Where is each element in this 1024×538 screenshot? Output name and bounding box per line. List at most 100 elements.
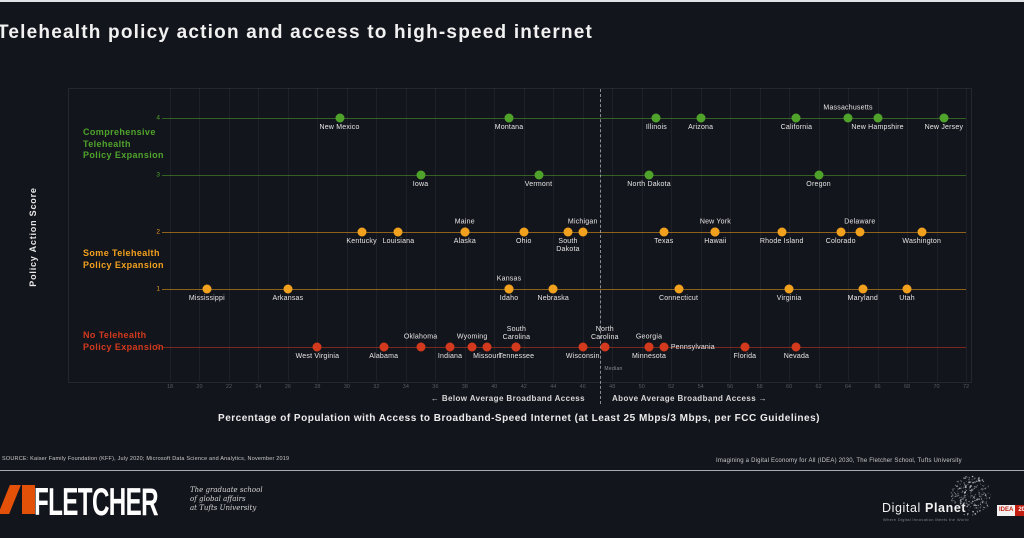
x-tick-label: 68 <box>903 384 911 390</box>
x-tick-label: 18 <box>166 384 174 390</box>
point-label: Alabama <box>369 353 399 360</box>
x-tick-label: 62 <box>815 384 822 390</box>
gridline <box>612 88 614 381</box>
gridline <box>759 88 761 381</box>
x-tick-label: 48 <box>609 384 616 390</box>
median-line <box>600 89 602 404</box>
data-point <box>659 227 669 237</box>
gridline <box>435 88 437 381</box>
data-point <box>578 342 588 352</box>
x-tick-label: 22 <box>225 384 233 390</box>
score-row-line <box>162 347 966 348</box>
score-row-line <box>162 118 966 119</box>
point-label: Hawaii <box>704 238 727 245</box>
data-point <box>416 342 426 352</box>
data-point <box>873 113 883 123</box>
point-label: South Dakota <box>556 238 580 253</box>
x-tick-label: 58 <box>756 384 763 390</box>
point-label: North Dakota <box>627 181 671 188</box>
point-label: Michigan <box>567 218 598 226</box>
group-label-line: Some Telehealth <box>83 248 160 258</box>
median-label: Median <box>604 366 623 372</box>
point-label: Mississippi <box>188 295 225 302</box>
x-tick-label: 52 <box>668 384 675 390</box>
point-label: Pennsylvania <box>670 344 715 351</box>
idea-2030-badge: IDEA 2030 <box>997 505 1024 516</box>
data-point <box>393 227 403 237</box>
data-point <box>416 170 426 180</box>
point-label: Nebraska <box>537 295 570 302</box>
gridline <box>405 88 407 381</box>
data-point <box>659 342 669 352</box>
data-point <box>511 342 521 352</box>
gridline <box>287 88 289 381</box>
data-point <box>674 284 684 294</box>
data-point <box>791 113 801 123</box>
point-label: Iowa <box>412 181 429 188</box>
gridline <box>730 88 732 381</box>
data-point <box>651 113 661 123</box>
point-label: Texas <box>654 238 674 245</box>
point-label: Florida <box>733 353 757 360</box>
point-label: Arizona <box>688 124 714 131</box>
gridline <box>700 88 702 381</box>
gridline <box>228 88 230 381</box>
point-label: California <box>780 124 813 131</box>
x-tick-label: 50 <box>638 384 645 390</box>
x-tick-label: 72 <box>962 384 970 390</box>
point-label: North Carolina <box>591 326 619 341</box>
idea-badge-left: IDEA <box>997 505 1016 516</box>
point-label: Massachusetts <box>823 104 873 112</box>
point-label: Kentucky <box>346 238 377 245</box>
x-tick-label: 56 <box>727 384 734 390</box>
point-label: Utah <box>899 295 915 302</box>
fletcher-tagline-line1: The graduate school <box>190 486 263 494</box>
digital-planet-logo-text: Digital Planet <box>882 501 967 515</box>
x-tick-label: 36 <box>432 384 439 390</box>
fletcher-tagline-line3: at Tufts University <box>190 504 257 512</box>
point-label: Wyoming <box>456 333 488 341</box>
point-label: Louisiana <box>382 238 415 245</box>
group-label-none: No Telehealth Policy Expansion <box>83 330 164 353</box>
point-label: Washington <box>902 238 942 245</box>
group-label-line: Comprehensive <box>83 127 156 137</box>
gridline <box>641 88 643 381</box>
point-label: Virginia <box>776 295 802 302</box>
data-point <box>504 284 514 294</box>
data-point <box>379 342 389 352</box>
data-point <box>740 342 750 352</box>
data-point <box>858 284 868 294</box>
group-label-line: No Telehealth <box>83 330 147 340</box>
x-tick-label: 70 <box>933 384 940 390</box>
gridline <box>376 88 378 381</box>
x-tick-label: 32 <box>373 384 380 390</box>
data-point <box>202 284 212 294</box>
point-label: Alaska <box>453 238 476 245</box>
plot-panel <box>68 88 972 383</box>
x-tick-label: 46 <box>579 384 586 390</box>
score-row-line <box>162 289 966 290</box>
data-point <box>814 170 824 180</box>
gridline <box>818 88 820 381</box>
x-tick-label: 38 <box>461 384 468 390</box>
group-label-some: Some Telehealth Policy Expansion <box>83 248 164 271</box>
point-label: Oklahoma <box>403 333 438 341</box>
point-label: Idaho <box>499 295 519 302</box>
below-average-label: ← Below Average Broadband Access <box>430 394 585 403</box>
x-axis-title: Percentage of Population with Access to … <box>218 413 820 424</box>
gridline <box>907 88 909 381</box>
x-tick-label: 60 <box>786 384 793 390</box>
idea-badge-right: 2030 <box>1015 505 1024 516</box>
globe-icon <box>950 475 992 516</box>
point-label: Nevada <box>783 353 810 360</box>
gridline <box>317 88 319 381</box>
group-label-line: Policy Expansion <box>83 341 164 352</box>
data-point <box>563 227 573 237</box>
point-label: Ohio <box>515 238 532 245</box>
gridline <box>966 88 967 381</box>
data-point <box>855 227 865 237</box>
chart-title: Telehealth policy action and access to h… <box>0 22 594 43</box>
data-point <box>791 342 801 352</box>
data-point <box>283 284 293 294</box>
